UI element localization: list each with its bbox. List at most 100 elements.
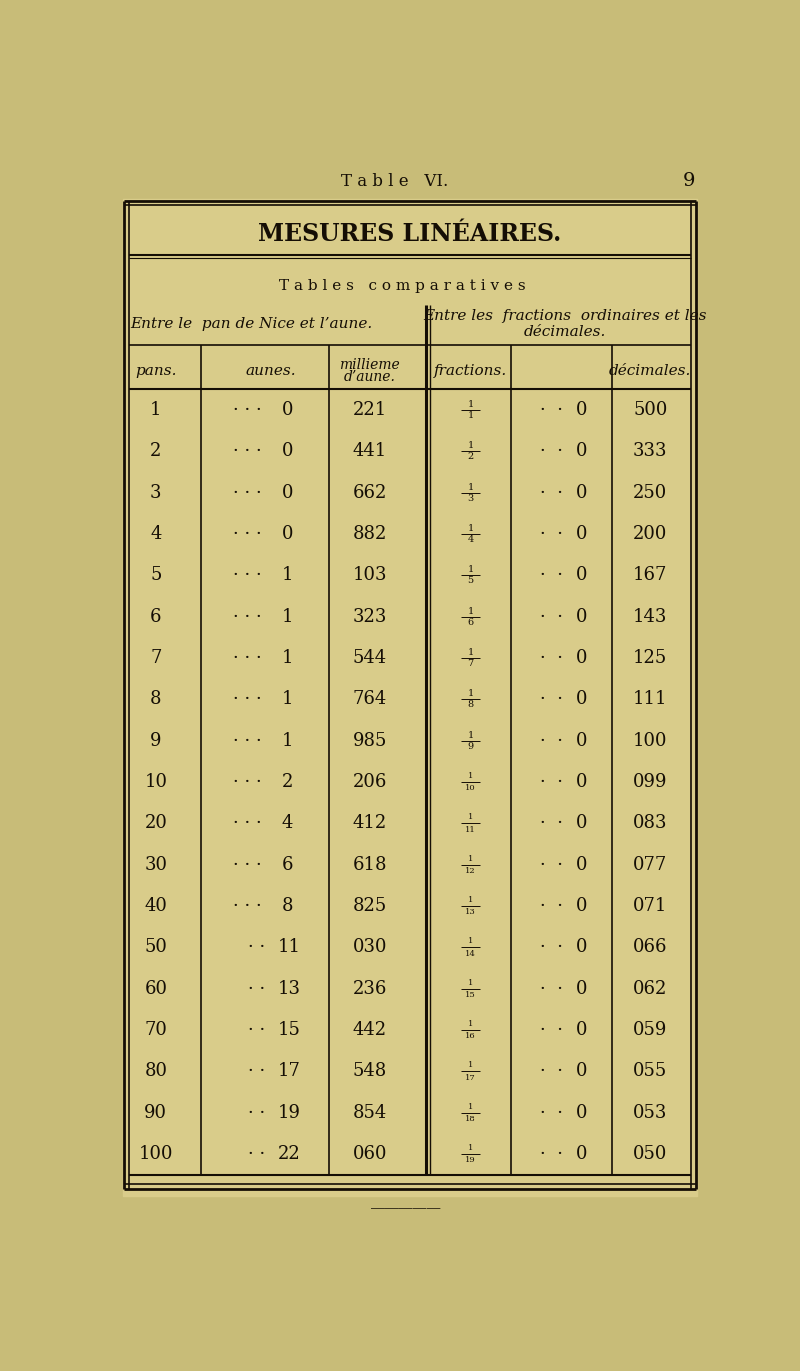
Text: 1: 1 [467,731,474,740]
Text: 882: 882 [353,525,387,543]
Text: 1: 1 [467,441,474,451]
Text: 0: 0 [576,773,588,791]
Text: 0: 0 [576,1021,588,1039]
Text: ·  ·: · · [539,607,562,625]
Text: 099: 099 [633,773,667,791]
Text: 1: 1 [467,690,474,698]
Text: 14: 14 [465,950,476,957]
Text: 0: 0 [576,402,588,420]
Text: 1: 1 [468,854,473,862]
Text: 618: 618 [353,856,387,873]
Text: 125: 125 [633,648,667,668]
Text: 333: 333 [633,443,667,461]
Text: 1: 1 [282,648,294,668]
Text: · · ·: · · · [233,773,262,791]
Text: 6: 6 [282,856,294,873]
Text: 825: 825 [353,897,387,914]
Text: 1: 1 [468,813,473,821]
Text: d’aune.: d’aune. [344,370,396,384]
Text: 055: 055 [633,1063,667,1080]
Text: 060: 060 [353,1145,387,1163]
Text: 250: 250 [633,484,667,502]
Text: 17: 17 [278,1063,301,1080]
Text: 030: 030 [353,938,387,957]
Text: 1: 1 [467,565,474,574]
Text: 9: 9 [467,742,474,750]
Text: · · ·: · · · [233,691,262,709]
Text: aunes.: aunes. [245,363,296,378]
Text: T a b l e   VI.: T a b l e VI. [341,173,448,191]
Text: ·  ·: · · [539,732,562,750]
Text: 200: 200 [633,525,667,543]
Text: 442: 442 [353,1021,386,1039]
Text: 0: 0 [576,897,588,914]
Text: 3: 3 [150,484,162,502]
Text: 60: 60 [144,980,167,998]
Text: MESURES LINÉAIRES.: MESURES LINÉAIRES. [258,222,562,245]
Text: 19: 19 [278,1104,301,1121]
Text: · ·: · · [248,1063,265,1080]
Text: 221: 221 [353,402,387,420]
Text: ·  ·: · · [539,648,562,668]
Text: 0: 0 [576,1063,588,1080]
Text: 1: 1 [468,979,473,987]
Text: · ·: · · [248,980,265,998]
Text: 0: 0 [576,814,588,832]
Text: ·  ·: · · [539,566,562,584]
Text: 236: 236 [353,980,387,998]
Text: 50: 50 [144,938,167,957]
Text: · · ·: · · · [233,732,262,750]
Text: 90: 90 [144,1104,167,1121]
Text: T a b l e s   c o m p a r a t i v e s: T a b l e s c o m p a r a t i v e s [279,280,526,293]
Text: 077: 077 [633,856,667,873]
Text: 1: 1 [282,566,294,584]
Text: fractions.: fractions. [434,363,507,378]
Text: pans.: pans. [135,363,177,378]
Text: 662: 662 [353,484,387,502]
Text: 70: 70 [144,1021,167,1039]
Text: 1: 1 [467,524,474,533]
Text: 3: 3 [467,494,474,503]
Text: · · ·: · · · [233,484,262,502]
Text: · · ·: · · · [233,607,262,625]
Text: décimales.: décimales. [524,325,606,339]
Text: 18: 18 [465,1115,476,1123]
Text: 0: 0 [576,980,588,998]
Text: 1: 1 [282,691,294,709]
Text: 1: 1 [282,607,294,625]
Text: 4: 4 [282,814,294,832]
Text: 1: 1 [467,648,474,657]
Text: 2: 2 [150,443,162,461]
Text: 412: 412 [353,814,387,832]
Text: 30: 30 [144,856,167,873]
Text: 8: 8 [282,897,294,914]
Text: 500: 500 [633,402,667,420]
Text: 1: 1 [468,1102,473,1111]
Text: 0: 0 [576,566,588,584]
Text: 9: 9 [150,732,162,750]
Text: 323: 323 [353,607,387,625]
Text: 15: 15 [278,1021,301,1039]
Text: 1: 1 [468,1143,473,1152]
Text: 544: 544 [353,648,386,668]
Text: ·  ·: · · [539,938,562,957]
Text: 0: 0 [282,402,294,420]
Text: · · ·: · · · [233,648,262,668]
Text: 083: 083 [633,814,667,832]
Text: 111: 111 [633,691,667,709]
Text: 0: 0 [576,648,588,668]
Text: 066: 066 [633,938,667,957]
Text: 764: 764 [353,691,387,709]
Text: Entre le  pan de Nice et l’aune.: Entre le pan de Nice et l’aune. [130,317,372,330]
Text: ·  ·: · · [539,1104,562,1121]
Text: ·  ·: · · [539,484,562,502]
Text: ―――――: ――――― [371,1201,441,1215]
Text: ·  ·: · · [539,814,562,832]
Text: · ·: · · [248,1104,265,1121]
Text: 548: 548 [353,1063,387,1080]
Text: 0: 0 [576,856,588,873]
Text: ·  ·: · · [539,773,562,791]
Text: 9: 9 [682,173,695,191]
Text: 20: 20 [144,814,167,832]
Text: 1: 1 [282,732,294,750]
